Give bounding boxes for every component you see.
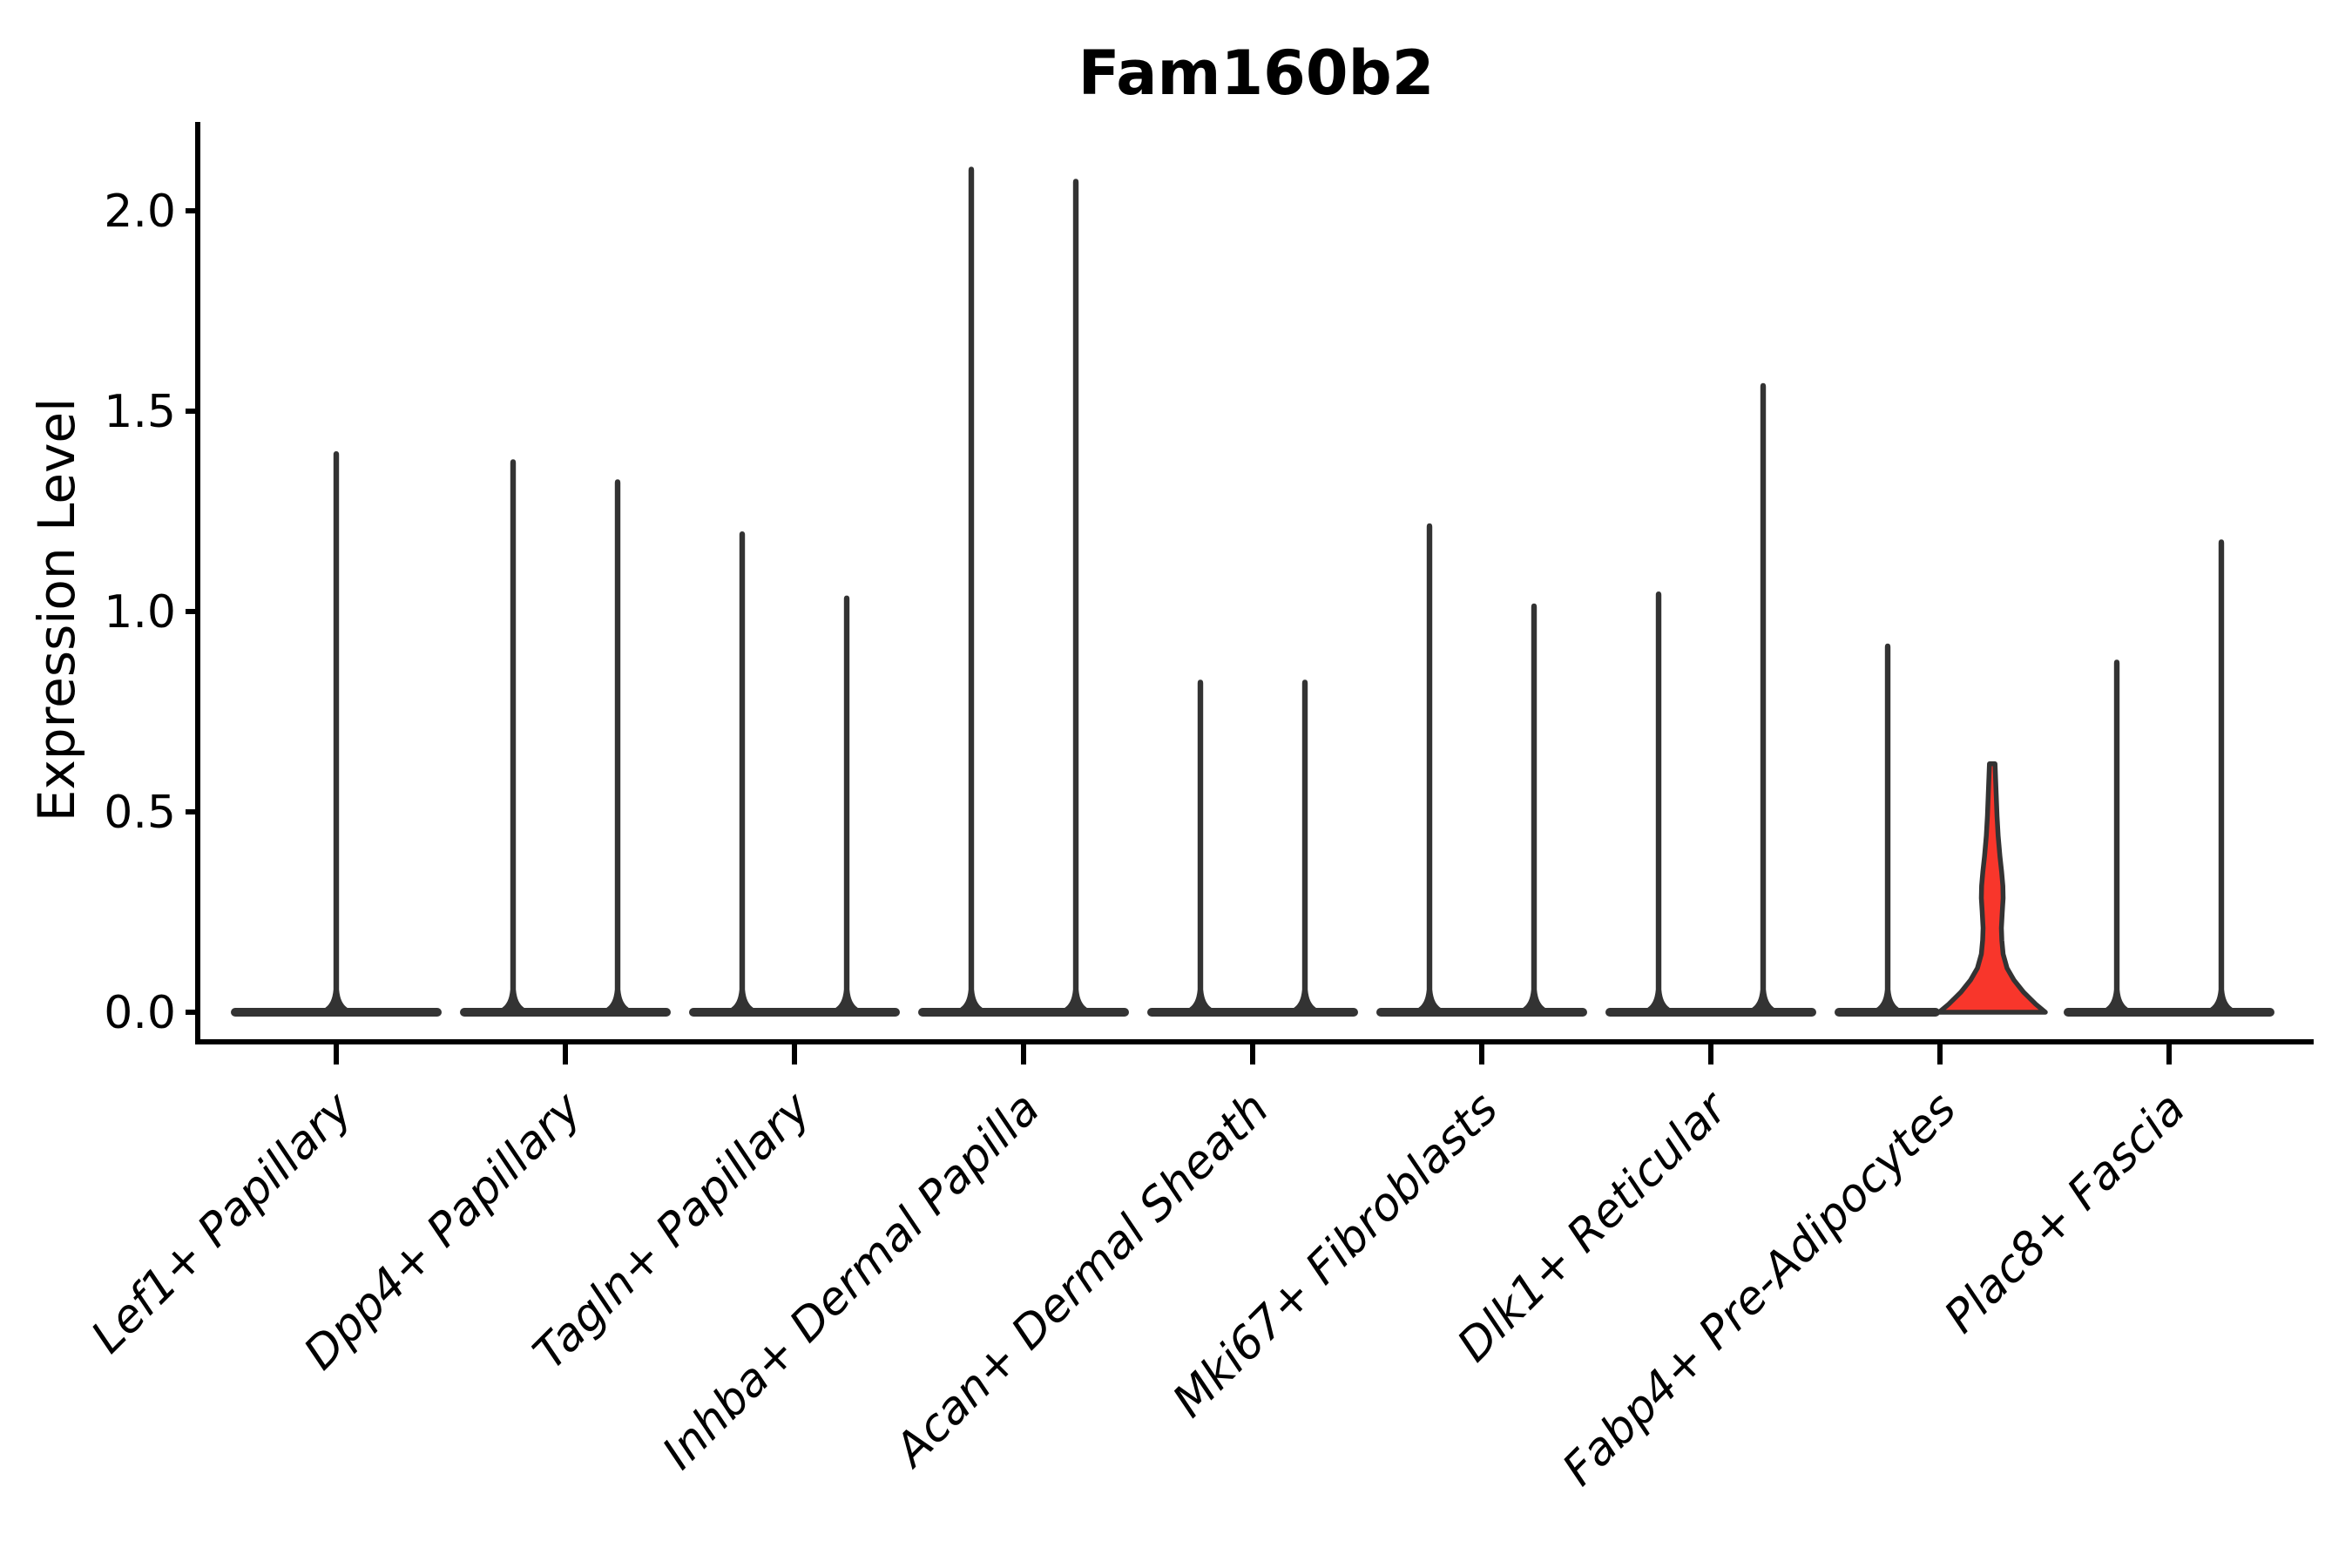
violin-spike — [1290, 679, 1320, 1015]
violin-base — [1605, 1008, 1816, 1017]
y-axis-label: Expression Level — [27, 398, 86, 821]
violin-base — [1147, 1008, 1358, 1017]
chart-title: Fam160b2 — [1078, 37, 1435, 109]
violin-spike — [1748, 382, 1778, 1015]
violin-spike — [321, 451, 351, 1015]
violin-spike — [1644, 591, 1673, 1015]
violin-spike — [832, 595, 862, 1015]
violin-spike — [1519, 603, 1549, 1015]
highlight-violin — [1936, 761, 2048, 1015]
violin-group — [1835, 643, 2048, 1017]
violin-spike — [2102, 659, 2132, 1015]
violin-group — [460, 459, 671, 1017]
violin-group — [918, 166, 1129, 1017]
violins — [231, 166, 2274, 1017]
violin-group — [1147, 679, 1358, 1017]
violin-spike — [498, 459, 528, 1015]
violin-base — [1376, 1008, 1587, 1017]
violin-spike — [727, 531, 757, 1015]
y-tick-label: 0.0 — [104, 987, 176, 1039]
y-tick-label: 0.5 — [104, 787, 176, 839]
violin-spike — [603, 479, 632, 1015]
y-tick-label: 1.0 — [104, 586, 176, 639]
violin-spike — [2207, 539, 2236, 1015]
violin-group — [1376, 523, 1587, 1017]
violin-group — [1605, 382, 1816, 1017]
violin-group — [231, 451, 442, 1017]
violin-base — [2064, 1008, 2274, 1017]
violin-spike — [1415, 523, 1444, 1015]
violin-group — [2064, 539, 2274, 1017]
violin-spike — [1061, 179, 1091, 1015]
violin-spike — [956, 166, 986, 1015]
violin-group — [689, 531, 900, 1017]
y-tick-label: 1.5 — [104, 386, 176, 438]
violin-base — [689, 1008, 900, 1017]
violin-spike — [1873, 643, 1903, 1015]
violin-spike — [1186, 679, 1215, 1015]
violin-base — [460, 1008, 671, 1017]
y-tick-label: 2.0 — [104, 186, 176, 238]
violin-base — [918, 1008, 1129, 1017]
